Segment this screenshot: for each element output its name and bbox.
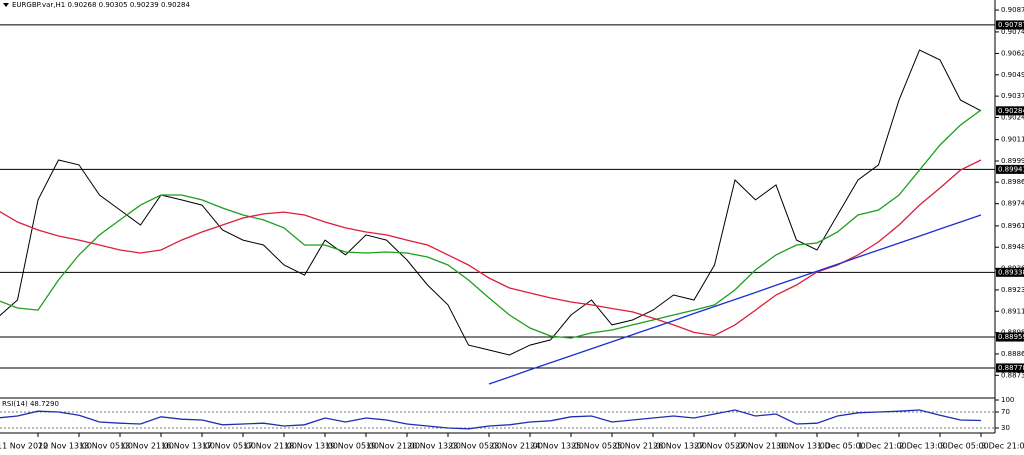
series-line (488, 214, 982, 385)
x-tick-label: 23 Nov 21:00 (489, 442, 543, 451)
x-tick-label: 1 Dec 21:00 (858, 442, 907, 451)
x-tick-label: 13 Nov 21:00 (120, 442, 174, 451)
x-tick-label: 25 Nov 21:00 (612, 442, 666, 451)
x-tick-label: 16 Nov 13:00 (161, 442, 215, 451)
y-tick-label: 0.90115 (1001, 136, 1024, 144)
y-tick-label: 0.89235 (1001, 286, 1024, 294)
rsi-title: RSI(14) 48.7290 (2, 400, 59, 408)
last-price-label: 0.90284 (998, 107, 1024, 115)
y-tick-label: 100 (1001, 396, 1014, 404)
level-label-box (996, 20, 1024, 30)
y-tick-label: 0.89866 (1001, 178, 1024, 186)
x-tick-label: 20 Nov 13:00 (407, 442, 461, 451)
last-price-box (996, 106, 1024, 116)
x-tick-label: 17 Nov 05:00 (202, 442, 256, 451)
y-tick-label: 0.88735 (1001, 371, 1024, 379)
x-tick-label: 26 Nov 13:00 (653, 442, 707, 451)
level-label-box (996, 267, 1024, 277)
x-tick-label: 13 Nov 05:00 (79, 442, 133, 451)
level-label: 0.89338 (998, 268, 1024, 276)
x-tick-label: 27 Nov 21:00 (735, 442, 789, 451)
level-label: 0.88778 (998, 364, 1024, 372)
level-label-box (996, 363, 1024, 373)
level-label-box (996, 164, 1024, 174)
x-tick-label: 24 Nov 13:00 (530, 442, 584, 451)
y-tick-label: 0.90495 (1001, 71, 1024, 79)
y-tick-label: 70 (1001, 408, 1010, 416)
x-tick-label: 11 Nov 2020 (0, 442, 48, 451)
x-tick-label: 19 Nov 05:00 (325, 442, 379, 451)
x-tick-label: 2 Dec 13:00 (899, 442, 948, 451)
x-tick-label: 3 Dec 21:00 (981, 442, 1024, 451)
level-label: 0.89941 (998, 165, 1024, 173)
x-tick-label: 17 Nov 21:00 (243, 442, 297, 451)
x-tick-label: 30 Nov 13:00 (776, 442, 830, 451)
series-line (0, 109, 982, 339)
level-label: 0.88959 (998, 333, 1024, 341)
chart-title: EURGBP.var,H1 0.90268 0.90305 0.90239 0.… (12, 1, 190, 9)
x-tick-label: 27 Nov 05:00 (694, 442, 748, 451)
x-tick-label: 12 Nov 13:00 (38, 442, 92, 451)
level-label-box (996, 332, 1024, 342)
x-tick-label: 19 Nov 21:00 (366, 442, 420, 451)
y-tick-label: 0.90245 (1001, 113, 1024, 121)
level-label: 0.90787 (998, 21, 1024, 29)
y-tick-label: 0.90874 (1001, 6, 1024, 14)
y-tick-label: 30 (1001, 424, 1010, 432)
x-tick-label: 1 Dec 05:00 (817, 442, 866, 451)
x-tick-label: 25 Nov 05:00 (571, 442, 625, 451)
series-line (0, 409, 982, 430)
y-tick-label: 0.89485 (1001, 243, 1024, 251)
x-tick-label: 3 Dec 05:00 (940, 442, 989, 451)
series-line (0, 159, 982, 337)
y-tick-label: 0.90746 (1001, 28, 1024, 36)
x-tick-label: 23 Nov 05:00 (448, 442, 502, 451)
x-tick-label: 18 Nov 13:00 (284, 442, 338, 451)
menu-arrow (3, 3, 9, 7)
